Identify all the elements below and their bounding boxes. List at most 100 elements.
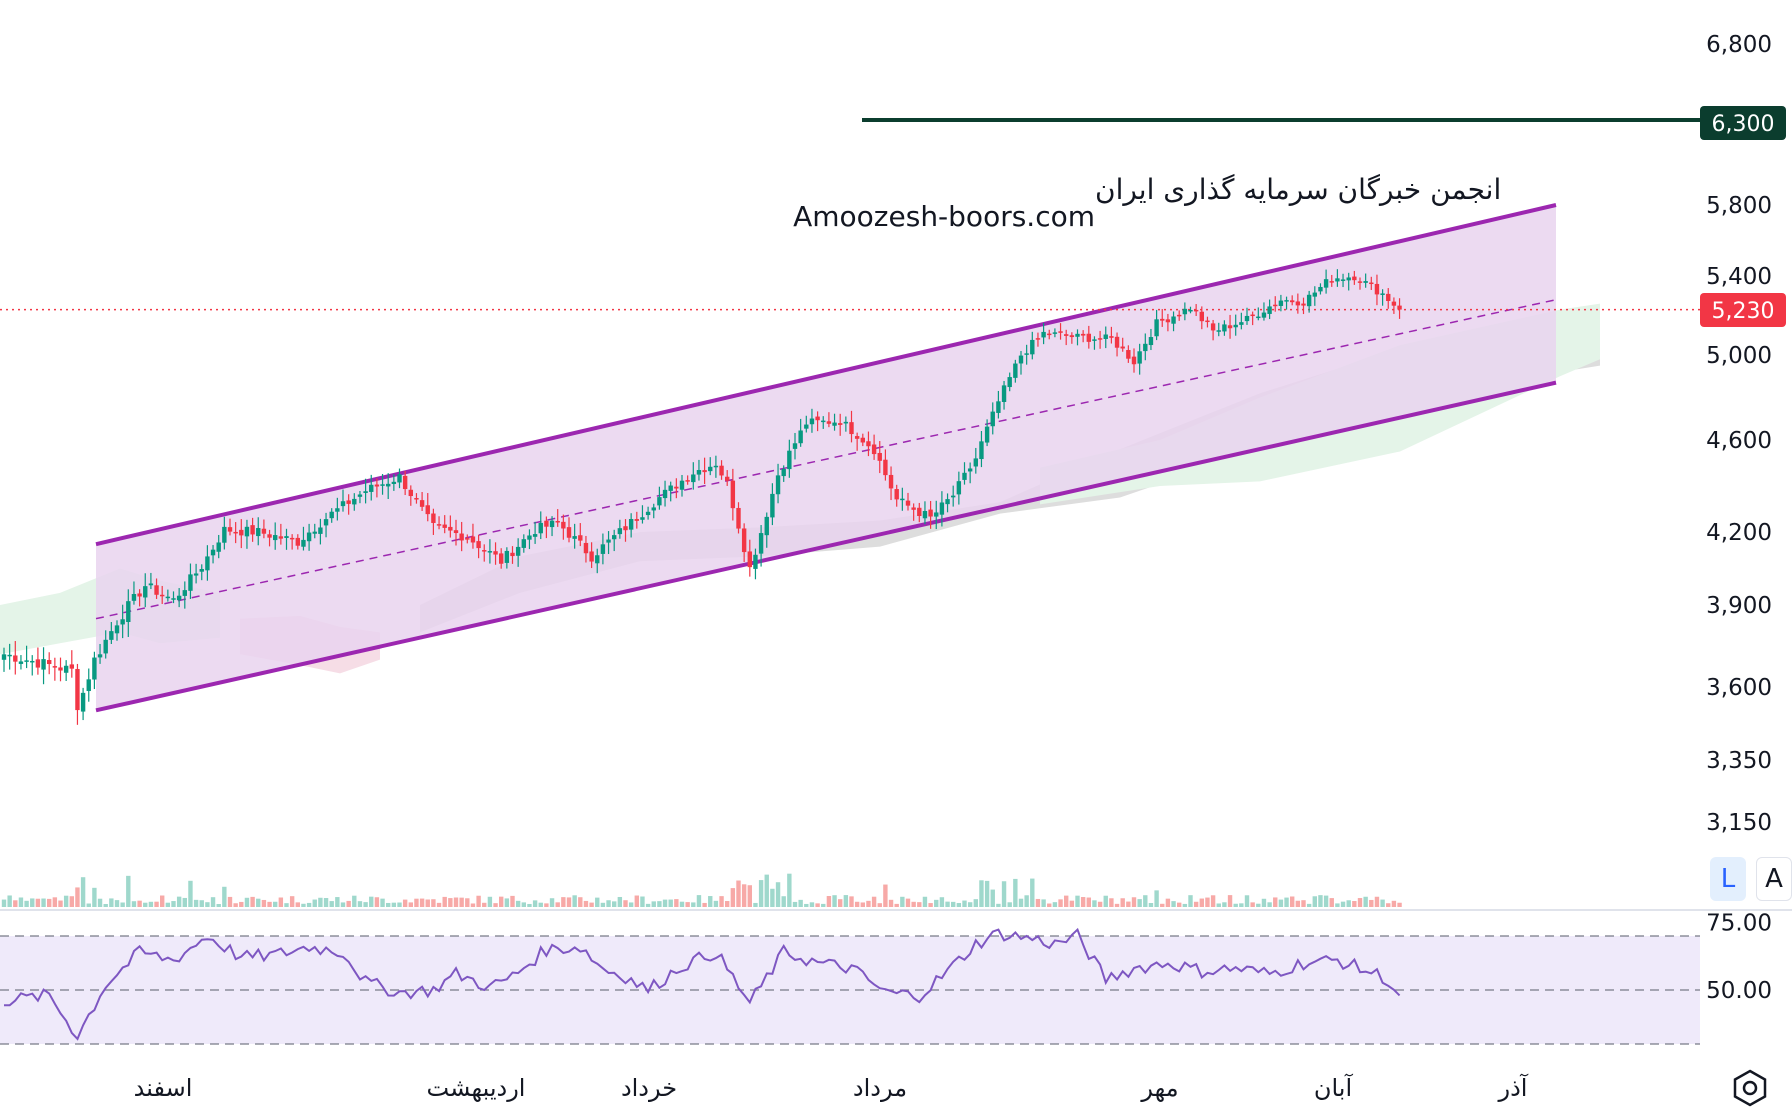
- candle-body: [1369, 282, 1374, 285]
- volume-bar: [668, 899, 673, 907]
- candle-body: [346, 500, 351, 504]
- candle-body: [1035, 338, 1041, 340]
- candle-body: [1114, 336, 1120, 348]
- candle-body: [1064, 334, 1069, 336]
- volume-bar: [657, 901, 662, 907]
- rsi-axis[interactable]: 75.00 50.00: [1706, 911, 1772, 1005]
- volume-bar: [346, 900, 351, 907]
- volume-bar: [894, 903, 899, 907]
- candle-body: [990, 411, 995, 427]
- volume-bar: [329, 901, 334, 907]
- candle-body: [905, 500, 911, 506]
- candle-body: [335, 508, 340, 512]
- channel-upper-line[interactable]: [95, 203, 1557, 547]
- candle-body: [973, 458, 978, 467]
- candle-body: [1363, 281, 1368, 283]
- candle-body: [1182, 308, 1188, 315]
- volume-bar: [911, 901, 916, 907]
- candle-body: [470, 536, 476, 543]
- volume-bar: [250, 896, 255, 907]
- volume-bar: [58, 900, 63, 907]
- volume-bar: [979, 880, 984, 907]
- time-axis[interactable]: اسفند اردیبهشت خرداد مرداد مهر آبان آذر: [134, 1073, 1529, 1102]
- candle-body: [1103, 334, 1108, 340]
- volume-bar: [239, 901, 244, 907]
- volume-bar: [171, 901, 176, 907]
- candle-body: [1069, 335, 1075, 338]
- candle-body: [171, 598, 176, 600]
- volume-bar: [702, 902, 707, 907]
- volume-bar: [1261, 898, 1267, 907]
- volume-bar: [487, 896, 493, 907]
- candlestick-series[interactable]: [1, 269, 1402, 725]
- candle-body: [1109, 336, 1114, 338]
- month-label: خرداد: [621, 1074, 677, 1102]
- rsi-line[interactable]: [4, 927, 1401, 1041]
- candle-body: [103, 639, 108, 654]
- candle-body: [578, 535, 583, 541]
- candle-body: [295, 537, 300, 546]
- volume-bar: [436, 902, 442, 907]
- volume-bar: [1069, 900, 1075, 907]
- candle-body: [753, 554, 758, 569]
- log-scale-button[interactable]: L: [1710, 857, 1746, 901]
- candle-body: [1284, 300, 1289, 302]
- volume-bar: [1244, 895, 1250, 907]
- auto-scale-button[interactable]: A: [1756, 857, 1792, 901]
- candle-body: [527, 535, 532, 540]
- settings-gear-icon[interactable]: [1730, 1068, 1770, 1108]
- candle-body: [493, 551, 498, 555]
- volume-bar: [63, 895, 69, 907]
- volume-bar: [1080, 897, 1086, 907]
- rsi-pane[interactable]: [0, 927, 1700, 1045]
- candle-body: [1312, 292, 1317, 297]
- volume-bar: [1301, 900, 1306, 907]
- candle-body: [685, 480, 690, 482]
- candle-body: [216, 542, 221, 552]
- volume-bar: [934, 899, 939, 907]
- candle-body: [645, 511, 651, 516]
- candle-body: [866, 441, 871, 447]
- candle-body: [595, 555, 600, 564]
- volume-bar: [725, 901, 730, 907]
- volume-bar: [928, 903, 933, 907]
- candle-body: [1233, 324, 1238, 328]
- candle-body: [176, 595, 182, 601]
- candle-body: [538, 522, 543, 534]
- volume-bar: [386, 902, 391, 907]
- price-axis[interactable]: 6,800 5,800 5,400 5,000 4,600 4,200 3,900 3,600…: [1706, 32, 1772, 836]
- volume-bar: [1064, 895, 1069, 907]
- volume-bar: [1216, 903, 1221, 907]
- candle-body: [199, 568, 204, 572]
- volume-bar: [962, 900, 967, 907]
- candle-body: [193, 573, 199, 576]
- volume-bar: [973, 899, 978, 907]
- volume-bar: [160, 895, 165, 907]
- candle-body: [448, 526, 453, 531]
- volume-bar: [1340, 901, 1346, 907]
- candle-body: [951, 495, 956, 498]
- volume-bar: [114, 900, 120, 907]
- price-tick-label: 3,900: [1706, 593, 1772, 619]
- candle-body: [1357, 281, 1363, 283]
- price-tick-label: 4,200: [1706, 520, 1772, 546]
- candle-body: [487, 551, 493, 553]
- candle-body: [352, 498, 357, 505]
- resistance-price-label: 6,300: [1712, 112, 1775, 137]
- volume-bar: [448, 898, 453, 907]
- channel-lower-line[interactable]: [95, 380, 1557, 713]
- volume-bar: [1250, 902, 1255, 907]
- ascending-channel[interactable]: [95, 203, 1557, 713]
- volume-bar: [374, 897, 380, 907]
- candle-body: [380, 484, 385, 486]
- volume-bar: [1143, 895, 1148, 907]
- channel-middle-line[interactable]: [95, 298, 1557, 620]
- month-label: اردیبهشت: [427, 1074, 526, 1102]
- candle-body: [1165, 319, 1171, 323]
- candle-body: [838, 423, 843, 425]
- volume-bar: [527, 903, 532, 907]
- candle-body: [662, 489, 668, 499]
- volume-bar: [1137, 899, 1142, 907]
- candle-body: [1018, 355, 1024, 364]
